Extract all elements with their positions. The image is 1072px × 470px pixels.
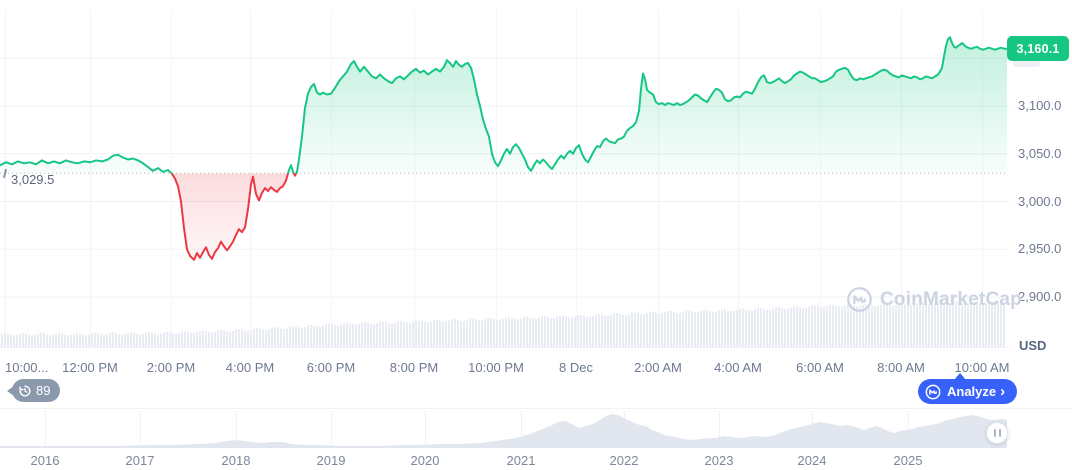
navigator-area-chart[interactable] — [0, 409, 1072, 470]
price-chart-canvas[interactable] — [0, 0, 1072, 408]
navigator-drag-handle[interactable] — [986, 422, 1008, 444]
x-axis-tick-label: 4:00 PM — [225, 360, 275, 375]
history-count-badge[interactable]: 89 — [6, 379, 61, 402]
x-axis-tick-label: 6:00 AM — [796, 360, 844, 375]
x-axis-tick-label: 6:00 PM — [306, 360, 356, 375]
analyze-button[interactable]: Analyze › — [918, 373, 1018, 404]
navigator-year-label: 2022 — [609, 453, 639, 468]
x-axis-tick-label: 12:00 PM — [62, 360, 118, 375]
coinmarketcap-logo-icon — [846, 286, 873, 313]
navigator-year-label: 2024 — [797, 453, 827, 468]
y-axis-tick-label: 3,050.0 — [1018, 146, 1062, 161]
x-axis-tick-label: 8 Dec — [559, 360, 593, 375]
navigator-year-label: 2021 — [506, 453, 536, 468]
y-axis-tick-label: 2,950.0 — [1018, 241, 1062, 256]
x-axis-tick-label: 2:00 PM — [146, 360, 196, 375]
chevron-right-icon: › — [1000, 383, 1006, 400]
currency-unit-label: USD — [1019, 338, 1047, 353]
history-count: 89 — [36, 383, 51, 398]
navigator-year-label: 2020 — [410, 453, 440, 468]
covered-axis-tick — [1013, 56, 1040, 67]
x-axis-tick-label: 10:00 PM — [468, 360, 524, 375]
x-axis-tick-label: 4:00 AM — [714, 360, 762, 375]
navigator-year-label: 2018 — [221, 453, 251, 468]
y-axis-tick-label: 3,000.0 — [1018, 194, 1062, 209]
history-clock-icon — [18, 384, 32, 398]
x-axis-tick-label: 10:00... — [5, 360, 49, 375]
analyze-logo-icon — [925, 384, 941, 400]
y-axis-tick-label: 2,900.0 — [1018, 289, 1062, 304]
baseline-price-label: 3,029.5 — [11, 172, 55, 187]
navigator-year-label: 2019 — [316, 453, 346, 468]
watermark-text: CoinMarketCap — [880, 288, 1022, 310]
navigator-year-label: 2025 — [893, 453, 923, 468]
navigator-year-label: 2023 — [704, 453, 734, 468]
y-axis-tick-label: 3,100.0 — [1018, 98, 1062, 113]
x-axis-tick-label: 10:00 AM — [954, 360, 1010, 375]
watermark: CoinMarketCap — [846, 286, 1022, 313]
date-range-navigator[interactable]: 2016 2017 2018 2019 2020 2021 2022 2023 2024 2025 — [0, 408, 1072, 470]
navigator-year-label: 2016 — [30, 453, 60, 468]
last-price-badge: 3,160.1 — [1007, 36, 1069, 61]
navigator-year-label: 2017 — [125, 453, 155, 468]
x-axis-tick-label: 8:00 PM — [389, 360, 439, 375]
x-axis-tick-label: 8:00 AM — [877, 360, 925, 375]
analyze-label: Analyze — [947, 384, 997, 399]
x-axis-tick-label: 2:00 AM — [634, 360, 682, 375]
